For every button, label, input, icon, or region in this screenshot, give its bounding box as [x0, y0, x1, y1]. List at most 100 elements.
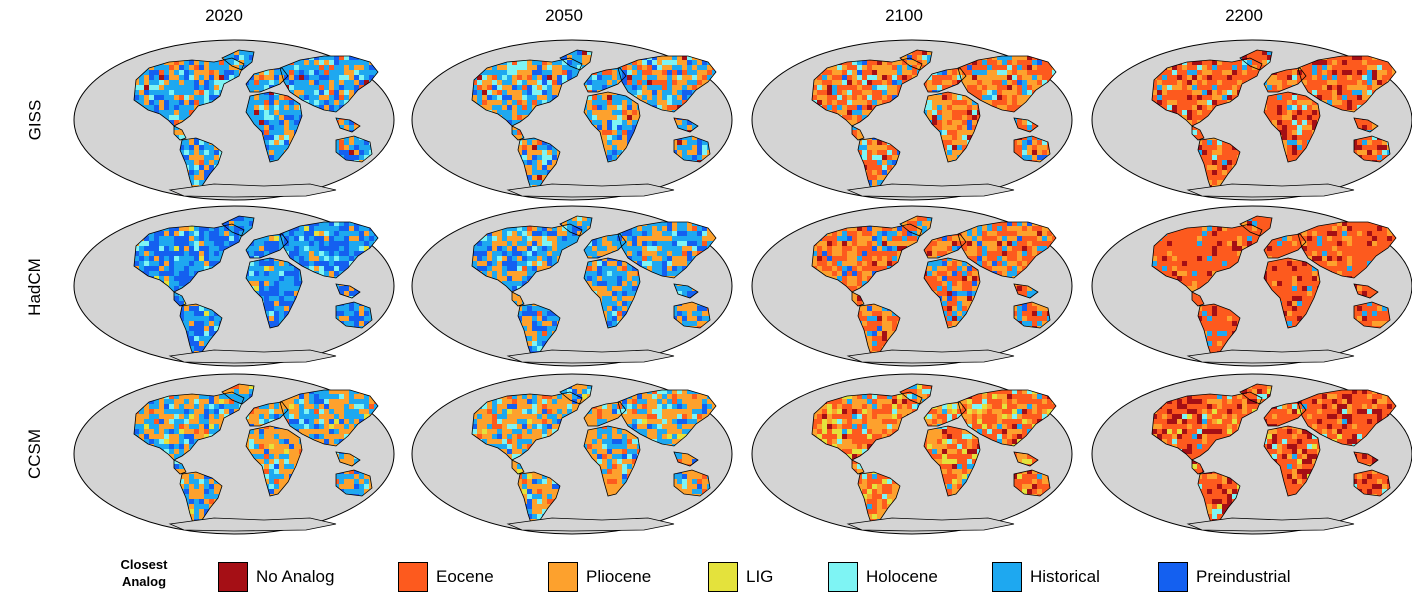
continent-outline: [1239, 49, 1273, 71]
continent-outline: [811, 223, 923, 293]
continent-outline: [245, 233, 289, 259]
continent-outline: [1151, 391, 1263, 461]
legend-title: Closest Analog: [104, 556, 184, 590]
continent-outline: [583, 233, 627, 259]
continent-outline: [957, 389, 1057, 447]
column-title-2200: 2200: [1184, 6, 1304, 26]
antarctica-outline: [506, 349, 675, 364]
continent-outline: [923, 425, 981, 497]
continent-outline: [471, 391, 583, 461]
continent-outline: [279, 221, 379, 279]
continent-outline: [1263, 425, 1321, 497]
continent-outline: [1013, 469, 1051, 497]
continent-outline: [1353, 135, 1391, 163]
map-panel-giss-2200: [1091, 39, 1412, 201]
continent-outline: [133, 391, 245, 461]
legend-label-holocene: Holocene: [866, 567, 938, 587]
legend-label-no-analog: No Analog: [256, 567, 334, 587]
continent-outline: [617, 221, 717, 279]
legend-item-historical: Historical: [992, 560, 1100, 594]
antarctica-outline: [1186, 517, 1355, 532]
map-panel-ccsm-2020: [73, 373, 395, 535]
continent-outline: [517, 471, 561, 527]
continent-outline: [179, 471, 223, 527]
antarctica-outline: [506, 517, 675, 532]
continent-outline: [957, 221, 1057, 279]
continent-outline: [335, 283, 361, 299]
map-grid: [73, 39, 1412, 535]
legend-item-lig: LIG: [708, 560, 773, 594]
continent-outline: [471, 223, 583, 293]
continent-outline: [173, 459, 187, 475]
continent-outline: [923, 91, 981, 163]
continent-outline: [1197, 137, 1241, 193]
continent-outline: [583, 425, 641, 497]
legend-swatch-holocene: [828, 562, 858, 592]
antarctica-outline: [846, 517, 1015, 532]
continent-outline: [245, 67, 289, 93]
antarctica-outline: [168, 349, 337, 364]
continent-outline: [857, 303, 901, 359]
continent-outline: [133, 223, 245, 293]
continent-outline: [583, 257, 641, 329]
continent-outline: [245, 257, 303, 329]
map-panel-ccsm-2100: [751, 373, 1073, 535]
legend-label-lig: LIG: [746, 567, 773, 587]
continent-outline: [673, 135, 711, 163]
continent-outline: [851, 125, 865, 141]
map-panel-ccsm-2200: [1091, 373, 1412, 535]
map-panel-giss-2100: [751, 39, 1073, 201]
continent-outline: [1353, 301, 1391, 329]
legend-swatch-pliocene: [548, 562, 578, 592]
continent-outline: [559, 215, 593, 237]
continent-outline: [857, 137, 901, 193]
antarctica-outline: [168, 517, 337, 532]
continent-outline: [1191, 125, 1205, 141]
map-panel-giss-2020: [73, 39, 395, 201]
antarctica-outline: [506, 183, 675, 198]
antarctica-outline: [846, 349, 1015, 364]
continent-outline: [923, 67, 967, 93]
continent-outline: [471, 57, 583, 127]
legend-item-pliocene: Pliocene: [548, 560, 651, 594]
continent-outline: [173, 291, 187, 307]
map-panel-ccsm-2050: [411, 373, 733, 535]
continent-outline: [857, 471, 901, 527]
continent-outline: [1263, 257, 1321, 329]
continent-outline: [1297, 389, 1397, 447]
antarctica-outline: [846, 183, 1015, 198]
continent-outline: [957, 55, 1057, 113]
continent-outline: [583, 401, 627, 427]
continent-outline: [673, 283, 699, 299]
continent-outline: [221, 383, 255, 405]
column-title-2100: 2100: [844, 6, 964, 26]
continent-outline: [221, 49, 255, 71]
legend-label-eocene: Eocene: [436, 567, 494, 587]
antarctica-outline: [1186, 183, 1355, 198]
continent-outline: [1151, 223, 1263, 293]
continent-outline: [1353, 283, 1379, 299]
continent-outline: [1013, 301, 1051, 329]
legend-label-preindustrial: Preindustrial: [1196, 567, 1291, 587]
continent-outline: [559, 49, 593, 71]
continent-outline: [673, 117, 699, 133]
continent-outline: [899, 215, 933, 237]
continent-outline: [851, 291, 865, 307]
column-title-2050: 2050: [504, 6, 624, 26]
continent-outline: [1013, 283, 1039, 299]
continent-outline: [899, 49, 933, 71]
legend-title-line1: Closest: [104, 556, 184, 573]
continent-outline: [335, 135, 373, 163]
continent-outline: [583, 67, 627, 93]
continent-outline: [673, 301, 711, 329]
continent-outline: [811, 391, 923, 461]
column-title-2020: 2020: [164, 6, 284, 26]
continent-outline: [923, 257, 981, 329]
continent-outline: [335, 469, 373, 497]
continent-outline: [245, 91, 303, 163]
continent-outline: [1353, 117, 1379, 133]
continent-outline: [1353, 451, 1379, 467]
continent-outline: [1239, 215, 1273, 237]
legend-label-historical: Historical: [1030, 567, 1100, 587]
continent-outline: [517, 137, 561, 193]
